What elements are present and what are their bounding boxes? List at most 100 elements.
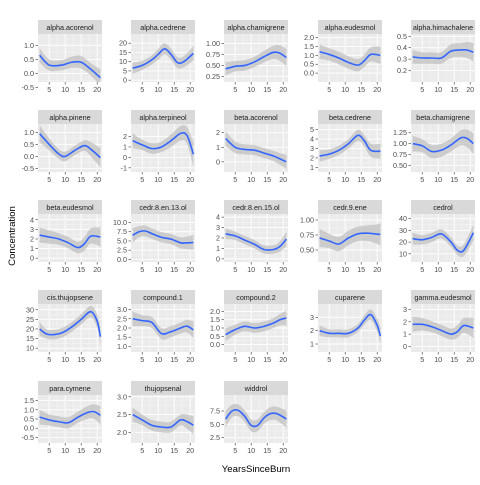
x-tick-label: 20 (466, 175, 474, 184)
y-tick-label: 0.0 (24, 152, 34, 161)
y-tick-label: 25 (26, 315, 34, 324)
smooth-trend-line (225, 51, 287, 70)
x-tick-label: 5 (140, 85, 144, 94)
smooth-trend-line (224, 409, 287, 428)
confidence-band (412, 224, 474, 258)
y-tick-label: 1.00 (393, 139, 407, 148)
x-tick-label: 20 (93, 446, 101, 455)
x-tick-label: 10 (154, 265, 162, 274)
x-tick-label: 15 (77, 85, 85, 94)
y-tick-label: 2 (216, 234, 220, 243)
facet-strip (131, 20, 195, 34)
facet-strip-label: beta.eudesmol (46, 203, 94, 212)
x-tick-label: 10 (341, 175, 349, 184)
facet-strip (38, 290, 102, 304)
facet-strip-label: cedrol (433, 203, 453, 212)
y-tick-label: 1.0 (24, 128, 34, 137)
y-tick-label: 7.5 (210, 407, 220, 416)
y-tick-label: 40 (399, 214, 407, 223)
y-tick-label: 2.0 (117, 428, 127, 437)
y-tick-label: 0 (403, 342, 407, 351)
y-tick-label: 1.00 (300, 216, 314, 225)
y-tick-label: 1 (403, 330, 407, 339)
x-tick-label: 5 (47, 85, 51, 94)
facet-strip (411, 290, 475, 304)
y-tick-label: 0.50 (206, 61, 220, 70)
y-tick-label: 10.0 (113, 218, 127, 227)
x-tick-label: 10 (61, 175, 69, 184)
x-tick-label: 20 (186, 446, 194, 455)
y-axis-title: Concentration (7, 206, 18, 266)
y-tick-label: 0.5 (397, 32, 407, 41)
y-tick-label: 1.00 (206, 39, 220, 48)
smooth-trend-line (225, 137, 287, 163)
y-tick-label: 20 (119, 39, 127, 48)
y-tick-label: 0.3 (397, 55, 407, 64)
confidence-band (412, 129, 474, 159)
facet-panel-compound-1: compound.1 1.01.52.02.53.0 5 10 15 20 (117, 290, 195, 364)
y-tick-label: 30 (399, 226, 407, 235)
y-tick-label: 15 (119, 48, 127, 57)
y-tick-label: 2 (216, 128, 220, 137)
x-tick-label: 20 (186, 355, 194, 364)
smooth-trend-line (319, 232, 381, 245)
y-tick-label: 2.0 (304, 33, 314, 42)
facet-panel-cedr-8-en-13-ol: cedr.8.en.13.ol 0.02.55.07.510.0 5 10 15 20 (113, 200, 195, 274)
x-tick-label: 5 (140, 446, 144, 455)
x-tick-label: 15 (263, 355, 271, 364)
y-tick-label: 0.0 (304, 69, 314, 78)
y-tick-label: 0.75 (206, 50, 220, 59)
facet-strip-label: beta.chamigrene (416, 113, 470, 122)
y-tick-label: -0.5 (22, 83, 34, 92)
y-tick-label: 2 (123, 132, 127, 141)
x-tick-label: 5 (47, 446, 51, 455)
y-tick-label: 3 (216, 223, 220, 232)
smooth-trend-line (225, 233, 288, 251)
x-tick-label: 10 (154, 355, 162, 364)
facet-strip-label: alpha.himachalene (413, 23, 473, 32)
facet-strip-label: compound.1 (143, 293, 183, 302)
x-tick-label: 20 (279, 355, 287, 364)
y-tick-label: 10 (119, 57, 127, 66)
y-tick-label: 5 (310, 125, 314, 134)
facet-strip (131, 290, 195, 304)
facet-strip (38, 110, 102, 124)
y-tick-label: 1.0 (117, 342, 127, 351)
facet-panel-para-cymene: para.cymene -0.50.00.51.01.5 5 10 15 20 (22, 381, 102, 455)
facet-strip (38, 20, 102, 34)
x-tick-label: 15 (357, 355, 365, 364)
facet-strip (224, 290, 288, 304)
smooth-trend-line (412, 232, 475, 253)
x-tick-label: 15 (357, 175, 365, 184)
y-tick-label: -0.5 (22, 164, 34, 173)
x-tick-label: 10 (61, 355, 69, 364)
x-tick-label: 15 (357, 265, 365, 274)
y-tick-label: 0.5 (24, 55, 34, 64)
confidence-band (39, 404, 101, 429)
y-tick-label: 0.5 (304, 60, 314, 69)
x-tick-label: 10 (247, 446, 255, 455)
facet-strip (318, 290, 382, 304)
facet-strip-label: alpha.acorenol (46, 23, 94, 32)
facet-panel-compound-2: compound.2 0.00.51.01.52.0 5 10 15 20 (210, 290, 288, 364)
confidence-band (132, 311, 194, 340)
y-tick-label: 2.5 (117, 314, 127, 323)
y-tick-label: 20 (26, 324, 34, 333)
y-tick-label: 3 (403, 305, 407, 314)
x-tick-label: 15 (263, 446, 271, 455)
x-tick-label: 5 (233, 446, 237, 455)
smooth-trend-line (39, 234, 101, 249)
y-tick-label: 0.25 (206, 72, 220, 81)
x-tick-label: 20 (279, 446, 287, 455)
x-tick-label: 10 (341, 265, 349, 274)
y-tick-label: 3 (310, 144, 314, 153)
y-tick-label: 1 (310, 163, 314, 172)
x-tick-label: 10 (434, 355, 442, 364)
x-tick-label: 5 (233, 265, 237, 274)
facet-strip (131, 110, 195, 124)
x-tick-label: 10 (154, 175, 162, 184)
x-tick-label: 20 (186, 85, 194, 94)
y-tick-label: 1.0 (210, 324, 220, 333)
y-tick-label: 3 (30, 225, 34, 234)
